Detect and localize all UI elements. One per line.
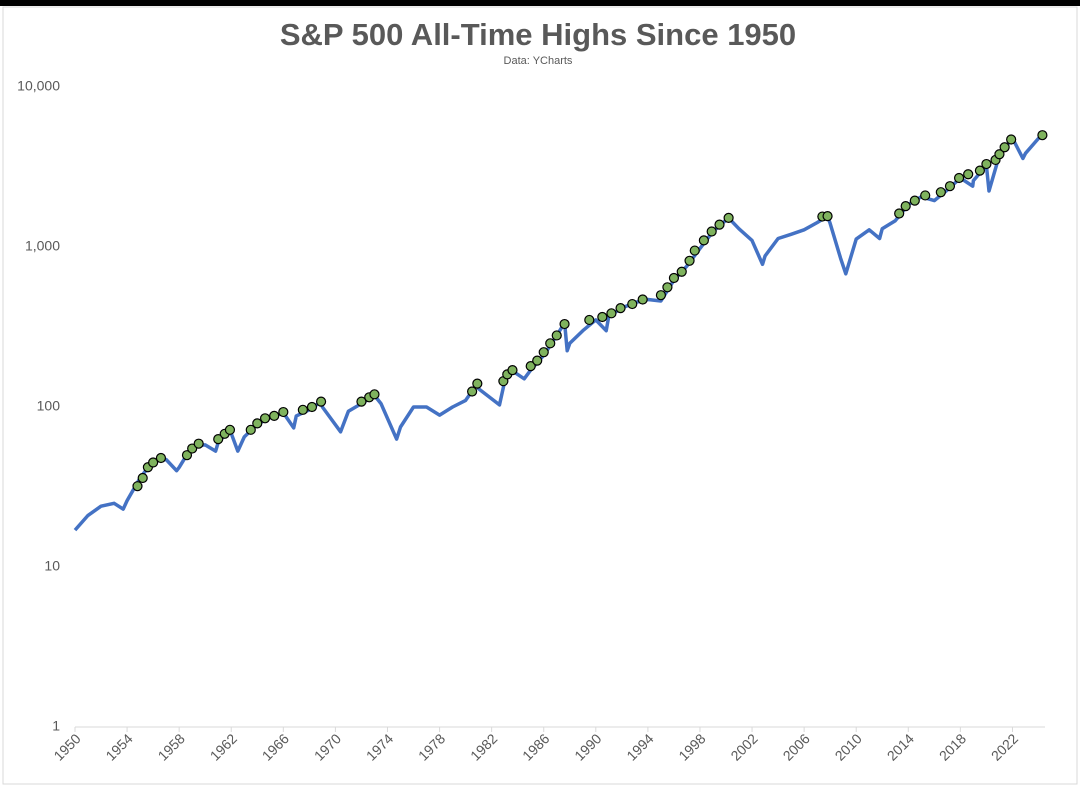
- x-tick-label: 1994: [623, 730, 656, 763]
- all-time-high-marker: [224, 424, 236, 435]
- all-time-high-marker: [278, 406, 289, 418]
- all-time-high-marker: [606, 308, 617, 319]
- all-time-high-marker: [306, 401, 318, 413]
- x-tick-label: 2014: [884, 730, 917, 763]
- all-time-high-marker: [137, 472, 148, 484]
- x-tick-label: 1962: [207, 730, 240, 763]
- all-time-high-marker: [676, 266, 687, 277]
- all-time-high-marker: [559, 318, 570, 330]
- all-time-high-marker: [259, 413, 271, 424]
- all-time-high-marker: [1006, 134, 1017, 145]
- all-time-high-marker: [944, 181, 956, 192]
- all-time-high-marker: [315, 396, 327, 407]
- all-time-high-marker: [193, 438, 204, 449]
- all-time-high-marker: [920, 190, 931, 201]
- x-tick-label: 1978: [415, 730, 448, 763]
- all-time-high-marker: [584, 314, 595, 326]
- all-time-high-marker: [935, 187, 946, 198]
- all-time-high-marker: [297, 404, 308, 415]
- all-time-high-marker: [909, 195, 920, 206]
- all-time-high-marker: [472, 378, 483, 389]
- y-tick-label: 10: [44, 558, 60, 574]
- x-tick-label: 1998: [675, 730, 708, 763]
- all-time-high-marker: [822, 211, 833, 222]
- all-time-high-marker: [627, 298, 638, 310]
- x-tick-label: 2018: [936, 730, 969, 763]
- all-time-high-marker: [1037, 130, 1048, 141]
- y-tick-label: 100: [37, 398, 61, 414]
- all-time-high-marker: [252, 418, 263, 429]
- all-time-high-marker: [132, 481, 143, 492]
- all-time-high-marker: [963, 169, 974, 180]
- chart-title: S&P 500 All-Time Highs Since 1950: [280, 17, 796, 52]
- all-time-high-marker: [668, 272, 680, 284]
- y-tick-label: 10,000: [17, 78, 60, 94]
- all-time-high-marker: [706, 226, 717, 237]
- all-time-high-marker: [467, 386, 478, 397]
- all-time-high-marker: [155, 452, 167, 464]
- all-time-high-marker: [999, 142, 1010, 153]
- x-tick-label: 1974: [363, 730, 396, 763]
- x-tick-label: 1966: [259, 730, 292, 763]
- all-time-high-marker: [698, 235, 709, 246]
- x-tick-label: 1954: [102, 730, 135, 763]
- all-time-high-marker: [615, 303, 626, 314]
- all-time-high-marker: [245, 424, 256, 435]
- all-time-high-marker: [532, 355, 543, 366]
- all-time-high-marker: [981, 158, 992, 170]
- all-time-high-marker: [953, 172, 965, 184]
- all-time-high-marker: [507, 365, 518, 376]
- all-time-high-marker: [181, 450, 193, 461]
- x-tick-label: 2002: [727, 730, 760, 763]
- all-time-high-marker: [723, 212, 734, 224]
- x-tick-label: 1990: [571, 730, 604, 763]
- chart-frame: [2, 6, 1078, 785]
- all-time-high-marker: [538, 347, 549, 358]
- all-time-high-marker: [637, 294, 648, 305]
- y-tick-label: 1,000: [25, 238, 60, 254]
- all-time-high-marker: [900, 201, 911, 212]
- all-time-high-marker: [655, 290, 667, 301]
- x-tick-label: 1958: [155, 730, 188, 763]
- top-edge: [0, 0, 1080, 6]
- all-time-high-marker: [714, 219, 725, 230]
- x-tick-label: 2006: [780, 730, 813, 763]
- all-time-high-marker: [148, 457, 159, 468]
- chart-subtitle: Data: YCharts: [504, 55, 573, 67]
- x-tick-label: 1970: [311, 730, 344, 763]
- y-tick-label: 1: [52, 718, 60, 734]
- all-time-high-marker: [689, 245, 700, 256]
- all-time-high-marker: [551, 330, 562, 341]
- x-tick-label: 2010: [832, 730, 865, 763]
- all-time-high-marker: [269, 410, 280, 421]
- all-time-high-marker: [545, 338, 556, 349]
- all-time-high-marker: [213, 434, 224, 445]
- all-time-high-marker: [525, 361, 536, 372]
- x-tick-label: 1950: [50, 730, 83, 763]
- x-tick-label: 1986: [519, 730, 552, 763]
- all-time-high-marker: [369, 389, 380, 400]
- x-tick-label: 1982: [467, 730, 500, 763]
- all-time-high-marker: [974, 165, 985, 176]
- all-time-high-marker: [994, 149, 1005, 160]
- all-time-high-marker: [356, 396, 367, 407]
- all-time-high-marker: [684, 255, 695, 266]
- all-time-high-marker: [597, 311, 608, 323]
- all-time-high-marker: [894, 208, 905, 219]
- x-tick-label: 2022: [988, 730, 1021, 763]
- all-time-high-marker: [662, 282, 673, 293]
